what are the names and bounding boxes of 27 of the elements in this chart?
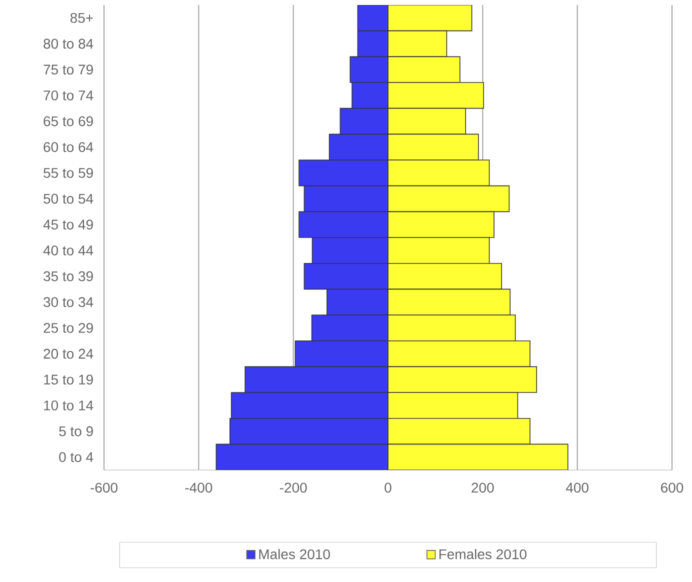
- y-tick-label: 75 to 79: [44, 64, 93, 75]
- legend-label: Males 2010: [259, 548, 330, 560]
- y-tick-label: 70 to 74: [44, 90, 94, 100]
- y-tick-label: 20 to 24: [44, 348, 94, 359]
- y-tick-label: 10 to 14: [44, 400, 94, 410]
- x-tick-label: 400: [566, 482, 588, 493]
- y-tick-label: 0 to 4: [59, 452, 94, 462]
- x-tick-label: 600: [661, 482, 684, 493]
- y-tick-label: 85+: [70, 12, 93, 23]
- y-tick-label: 65 to 69: [44, 116, 93, 126]
- y-tick-label: 15 to 19: [44, 374, 93, 385]
- y-tick-label: 30 to 34: [44, 297, 94, 308]
- y-tick-label: 25 to 29: [44, 322, 93, 333]
- y-tick-label: 35 to 39: [44, 271, 93, 282]
- legend-label: Females 2010: [439, 548, 526, 560]
- x-tick-label: -400: [185, 482, 212, 493]
- y-tick-label: 5 to 9: [59, 426, 93, 436]
- y-tick-label: 80 to 84: [44, 38, 94, 49]
- y-tick-label: 45 to 49: [43, 220, 93, 230]
- x-tick-label: 200: [472, 482, 494, 493]
- y-tick-label: 60 to 64: [44, 142, 94, 152]
- x-tick-label: -600: [90, 482, 118, 493]
- y-tick-label: 50 to 54: [44, 194, 94, 204]
- x-tick-label: 0: [384, 482, 392, 493]
- x-tick-label: -200: [280, 482, 307, 493]
- y-tick-label: 55 to 59: [44, 168, 93, 178]
- y-tick-label: 40 to 44: [43, 245, 94, 256]
